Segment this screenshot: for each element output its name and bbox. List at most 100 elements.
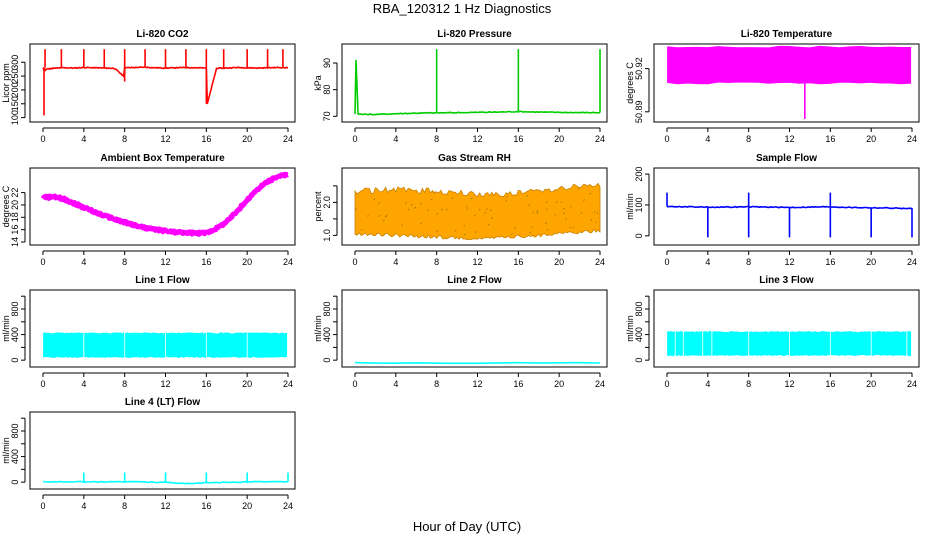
data-layer [666, 192, 913, 238]
band-texture [569, 226, 572, 229]
x-tick-label: 24 [907, 257, 917, 267]
x-tick-label: 16 [825, 379, 835, 389]
band-texture [526, 195, 529, 197]
band-texture [490, 209, 492, 212]
band-texture [373, 198, 376, 201]
band-texture [414, 206, 417, 209]
band-texture [378, 214, 381, 217]
band-texture [532, 211, 535, 214]
band-segment [125, 332, 166, 359]
band-texture [451, 197, 454, 200]
x-tick-label: 8 [434, 257, 439, 267]
x-tick-label: 12 [160, 134, 170, 144]
y-tick-label: 400 [10, 449, 20, 464]
y-tick-label: 0 [322, 358, 332, 363]
band-segment [43, 332, 84, 358]
band-texture [531, 226, 534, 229]
figure-title: RBA_120312 1 Hz Diagnostics [373, 1, 552, 16]
y-tick-label: 800 [634, 301, 644, 316]
band-texture [410, 204, 413, 206]
band-texture [514, 227, 517, 229]
chart-title: Gas Stream RH [438, 153, 511, 164]
band-texture [528, 203, 530, 206]
band-texture [436, 230, 439, 233]
x-tick-label: 8 [434, 134, 439, 144]
band-texture [580, 212, 583, 215]
x-tick-label: 8 [746, 134, 751, 144]
y-axis-label: ml/min [625, 315, 635, 342]
x-tick-label: 8 [122, 379, 127, 389]
band-texture [385, 214, 388, 217]
band-texture [382, 219, 385, 222]
x-tick-label: 16 [513, 134, 523, 144]
x-tick-label: 0 [664, 379, 669, 389]
y-tick-label: 80 [322, 85, 332, 95]
data-layer [354, 361, 601, 365]
chart-title: Li-820 Temperature [741, 29, 833, 40]
y-tick-label: 400 [10, 327, 20, 342]
chart-title: Line 3 Flow [759, 275, 814, 286]
chart-panel: Line 3 Flow ml/min 0 4 8 12 16 20 24 0 400 800 [625, 275, 920, 389]
x-tick-label: 12 [472, 134, 482, 144]
y-tick-label: 0 [10, 480, 20, 485]
band-texture [593, 211, 596, 214]
band-texture [490, 217, 493, 219]
band-texture [473, 214, 476, 217]
y-axis-label: ml/min [1, 437, 11, 464]
y-tick-label: 0 [634, 358, 644, 363]
y-tick-label: 14 [10, 237, 20, 247]
data-layer [667, 45, 912, 119]
x-tick-label: 16 [825, 134, 835, 144]
x-tick-label: 8 [746, 379, 751, 389]
band-segment [667, 330, 675, 357]
band-texture [407, 208, 410, 211]
band-texture [595, 221, 598, 224]
band-segment [789, 331, 830, 357]
y-tick-label: 150 [10, 96, 20, 111]
band-texture [478, 208, 481, 211]
band-texture [596, 212, 599, 215]
x-tick-label: 4 [705, 134, 710, 144]
figure-xlabel: Hour of Day (UTC) [413, 519, 521, 534]
x-tick-label: 24 [283, 379, 293, 389]
x-tick-label: 4 [705, 257, 710, 267]
y-axis-label: ml/min [1, 315, 11, 342]
band-texture [463, 233, 466, 236]
y-tick-label: 200 [10, 82, 20, 97]
band-texture [470, 197, 473, 200]
plot-frame [29, 43, 296, 123]
plot-frame [29, 167, 296, 246]
x-tick-label: 16 [201, 134, 211, 144]
x-tick-label: 20 [554, 257, 564, 267]
band-texture [555, 201, 558, 203]
chart-panel: Ambient Box Temperature degrees C 0 4 8 12 16 2… [1, 153, 296, 267]
plot-frame [653, 289, 920, 368]
x-tick-label: 12 [160, 379, 170, 389]
x-tick-label: 4 [393, 257, 398, 267]
x-tick-label: 20 [554, 134, 564, 144]
x-tick-label: 4 [81, 501, 86, 511]
y-axis-label: Licor ppm [1, 63, 11, 103]
x-tick-label: 16 [201, 257, 211, 267]
chart-title: Li-820 CO2 [136, 29, 189, 40]
chart-panel: Sample Flow ml/min 0 4 8 12 16 20 24 0 100 200 [625, 153, 920, 267]
band-segment [712, 330, 749, 357]
y-tick-label: 90 [322, 58, 332, 68]
band-texture [440, 208, 443, 211]
x-tick-label: 4 [81, 257, 86, 267]
band-texture [570, 205, 572, 208]
x-tick-label: 8 [434, 379, 439, 389]
x-tick-label: 0 [40, 257, 45, 267]
band-texture [466, 205, 468, 208]
data-layer [43, 332, 288, 359]
band-texture [487, 223, 490, 226]
y-tick-label: 50.89 [634, 101, 644, 124]
y-axis-label: ml/min [625, 193, 635, 220]
x-tick-label: 4 [81, 134, 86, 144]
x-tick-label: 8 [122, 134, 127, 144]
band-texture [354, 208, 357, 211]
y-tick-label: 800 [10, 301, 20, 316]
band-texture [366, 214, 369, 217]
band-texture [545, 201, 548, 204]
chart-panel: Line 4 (LT) Flow ml/min 0 4 8 12 16 20 24 0 400 800 [1, 397, 296, 511]
